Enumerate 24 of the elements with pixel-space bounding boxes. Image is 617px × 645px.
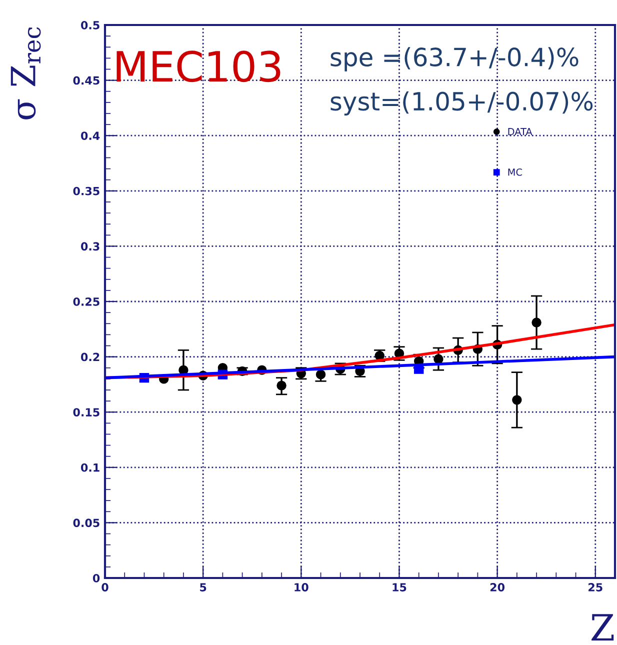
legend-label: MC <box>508 168 522 176</box>
y-tick-label: 0.2 <box>80 352 100 362</box>
legend-label: DATA <box>508 128 532 136</box>
y-tick-label: 0.05 <box>73 518 100 528</box>
y-tick-label: 0.3 <box>80 242 100 251</box>
y-tick-label: 0.15 <box>73 408 100 416</box>
y-axis-title: σ Z$_{rec}$ <box>10 27 41 120</box>
y-tick-label: 0.45 <box>73 76 100 85</box>
annotation: syst=(1.05+/-0.07)% <box>330 91 593 116</box>
y-tick-label: 0 <box>92 574 100 582</box>
y-tick-label: 0.35 <box>73 186 100 196</box>
y-tick-label: 0.1 <box>80 463 100 472</box>
annotation: MEC103 <box>116 50 280 82</box>
x-tick-label: 5 <box>200 583 206 592</box>
annotation: spe =(63.7+/-0.4)% <box>330 47 578 72</box>
x-tick-label: 15 <box>392 583 406 592</box>
y-tick-label: 0.4 <box>80 132 100 140</box>
y-tick-label: 0.5 <box>80 20 100 30</box>
x-tick-label: 20 <box>490 583 505 592</box>
x-tick-label: 10 <box>294 583 308 592</box>
x-tick-label: 25 <box>588 583 602 592</box>
x-axis-title: Z <box>592 614 614 640</box>
y-tick-label: 0.25 <box>73 297 100 306</box>
x-tick-label: 0 <box>102 583 108 592</box>
